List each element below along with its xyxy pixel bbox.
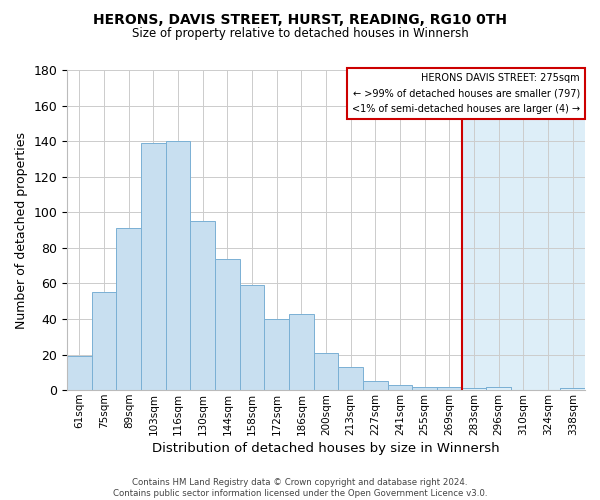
Bar — [462, 388, 487, 390]
Bar — [215, 258, 240, 390]
Text: Contains HM Land Registry data © Crown copyright and database right 2024.
Contai: Contains HM Land Registry data © Crown c… — [113, 478, 487, 498]
Bar — [363, 382, 388, 390]
Bar — [338, 367, 363, 390]
Bar — [462, 388, 487, 390]
Text: Size of property relative to detached houses in Winnersh: Size of property relative to detached ho… — [131, 28, 469, 40]
Bar — [265, 319, 289, 390]
Y-axis label: Number of detached properties: Number of detached properties — [15, 132, 28, 328]
Bar — [487, 386, 511, 390]
Bar — [560, 388, 585, 390]
Bar — [314, 353, 338, 390]
Bar — [67, 356, 92, 390]
Bar — [289, 314, 314, 390]
Bar — [190, 221, 215, 390]
Bar — [166, 141, 190, 390]
X-axis label: Distribution of detached houses by size in Winnersh: Distribution of detached houses by size … — [152, 442, 500, 455]
Bar — [141, 143, 166, 390]
Bar — [116, 228, 141, 390]
Bar — [388, 385, 412, 390]
Text: HERONS, DAVIS STREET, HURST, READING, RG10 0TH: HERONS, DAVIS STREET, HURST, READING, RG… — [93, 12, 507, 26]
Bar — [412, 386, 437, 390]
Bar — [437, 386, 462, 390]
Bar — [560, 388, 585, 390]
Bar — [462, 70, 585, 390]
Text: HERONS DAVIS STREET: 275sqm
← >99% of detached houses are smaller (797)
<1% of s: HERONS DAVIS STREET: 275sqm ← >99% of de… — [352, 73, 580, 114]
Bar — [240, 285, 265, 390]
Bar — [487, 386, 511, 390]
Bar — [92, 292, 116, 390]
